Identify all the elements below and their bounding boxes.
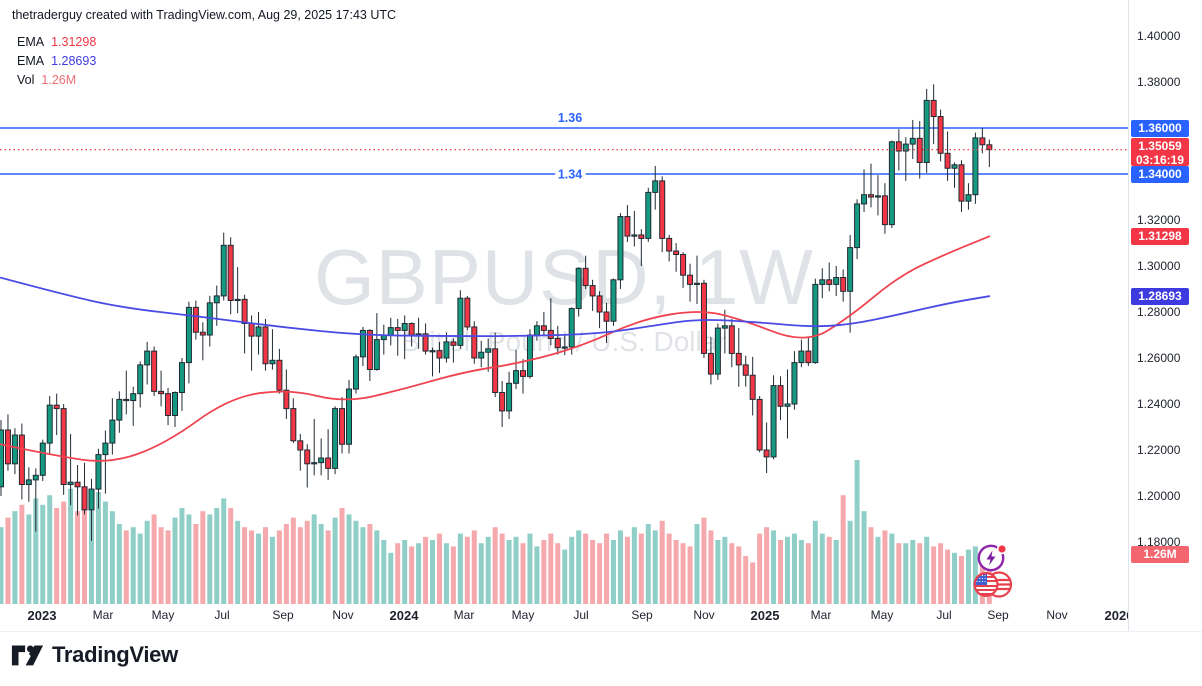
time-tick-label: Jul [936,608,952,622]
time-tick-label: Sep [631,608,653,622]
legend-row-volume: Vol 1.26M [17,71,96,90]
legend-row-ema-fast: EMA 1.31298 [17,33,96,52]
price-tick-label: 1.24000 [1137,397,1181,411]
axis-separator-line [0,631,1202,632]
tradingview-logo-icon [11,645,44,666]
legend-label: EMA [17,35,45,49]
candles-series [0,84,993,541]
time-tick-label: Sep [987,608,1009,622]
level-price-badge: 1.34000 [1131,165,1189,183]
svg-text:1.36: 1.36 [558,111,582,125]
ema-fast-price-badge: 1.31298 [1131,227,1189,245]
price-tick-label: 1.38000 [1137,75,1181,89]
ema-lines [0,235,991,462]
indicator-legend: EMA 1.31298 EMA 1.28693 Vol 1.26M [17,33,96,90]
ema-slow-price-badge: 1.28693 [1131,287,1189,305]
time-tick-label: May [151,608,175,622]
time-axis[interactable]: 2023 Mar May Jul Sep Nov 2024 Mar May Jul Sep Nov 20… [0,602,1128,630]
time-tick-label: Mar [810,608,832,622]
time-tick-label: 2023 [27,608,57,623]
legend-label: EMA [17,54,45,68]
ema-fast-line [0,235,991,462]
time-tick-label: Jul [214,608,230,622]
legend-value: 1.31298 [51,35,97,49]
time-tick-label: May [511,608,535,622]
ideas-button[interactable] [976,542,1010,574]
price-tick-label: 1.32000 [1137,213,1181,227]
time-tick-label: Sep [272,608,294,622]
price-tick-label: 1.40000 [1137,29,1181,43]
time-tick-label: Nov [1046,608,1068,622]
time-tick-label: 2025 [750,608,780,623]
svg-text:1.34: 1.34 [558,168,582,182]
gbpusd-flags-icon [973,571,1013,598]
attribution-text: thetraderguy created with TradingView.co… [12,8,397,22]
price-axis[interactable]: 1.40000 1.38000 1.32000 1.30000 1.28000 1.260… [1128,0,1202,631]
time-tick-label: May [870,608,894,622]
legend-value: 1.28693 [51,54,97,68]
time-tick-label: Mar [92,608,114,622]
price-tick-label: 1.30000 [1137,259,1181,273]
lightning-icon [977,543,1008,572]
time-tick-label: Nov [693,608,715,622]
volume-badge: 1.26M [1131,545,1189,563]
price-tick-label: 1.20000 [1137,489,1181,503]
tradingview-logo[interactable]: TradingView [10,640,178,670]
time-tick-label: Jul [573,608,589,622]
price-tick-label: 1.26000 [1137,351,1181,365]
level-price-badge: 1.36000 [1131,119,1189,137]
currency-pair-flags-button[interactable] [972,569,1014,600]
time-tick-label: 2026 [1104,608,1128,623]
legend-row-ema-slow: EMA 1.28693 [17,52,96,71]
ema-slow-line [0,276,991,338]
legend-value: 1.26M [41,73,77,87]
time-tick-label: 2024 [389,608,419,623]
price-tick-label: 1.22000 [1137,443,1181,457]
current-price-badge: 1.35059 03:16:19 [1131,138,1189,167]
volume-series [0,460,992,604]
tradingview-logo-text: TradingView [52,642,178,667]
price-tick-label: 1.28000 [1137,305,1181,319]
time-tick-label: Mar [453,608,475,622]
legend-label: Vol [17,73,35,87]
time-tick-label: Nov [332,608,354,622]
notification-dot [996,543,1008,555]
